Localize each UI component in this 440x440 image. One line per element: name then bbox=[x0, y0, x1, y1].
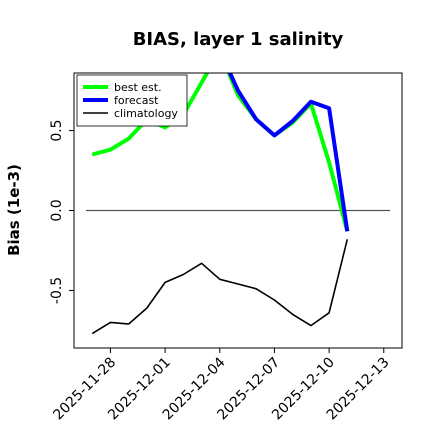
x-ticks: 2025-11-282025-12-012025-12-042025-12-07… bbox=[50, 348, 393, 423]
legend-label: climatology bbox=[114, 107, 178, 120]
y-tick-label: 0.0 bbox=[49, 199, 65, 221]
series-line-forecast bbox=[227, 73, 350, 232]
series-line-climatology bbox=[91, 239, 349, 335]
chart-title: BIAS, layer 1 salinity bbox=[133, 29, 344, 50]
y-tick-label: -0.5 bbox=[49, 277, 65, 304]
y-ticks: -0.5 0.0 0.5 bbox=[49, 119, 74, 304]
legend-label: best est. bbox=[114, 81, 162, 94]
legend-label: forecast bbox=[114, 94, 159, 107]
y-axis-label: Bias (1e-3) bbox=[5, 164, 23, 256]
y-tick-label: 0.5 bbox=[49, 119, 65, 141]
series-lines bbox=[91, 73, 350, 335]
